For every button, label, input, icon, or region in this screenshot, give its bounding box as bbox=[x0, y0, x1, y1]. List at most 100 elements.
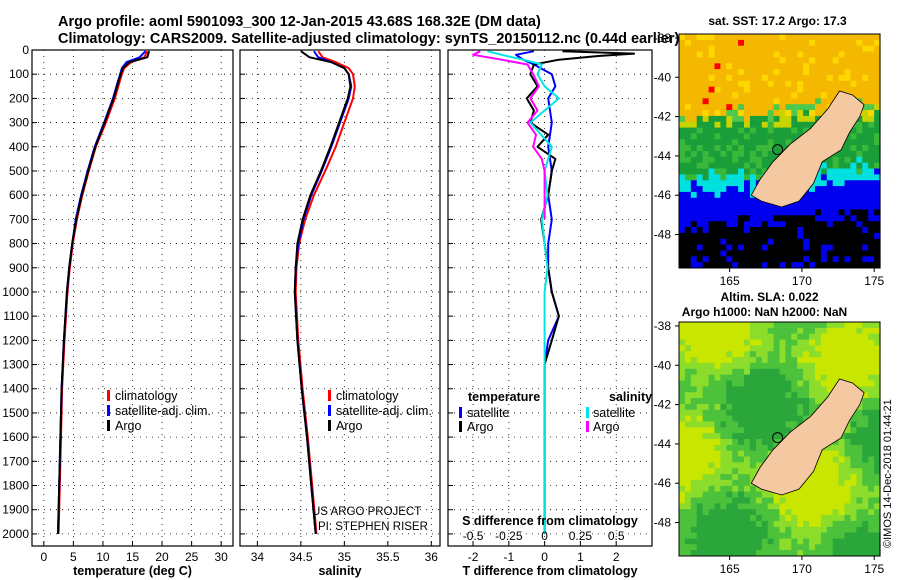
map-cell bbox=[767, 244, 775, 251]
map-cell bbox=[761, 262, 769, 269]
map-cell bbox=[868, 333, 875, 341]
map-cell bbox=[749, 327, 757, 335]
series-line-argo bbox=[525, 50, 636, 534]
y-tick-label: -38 bbox=[654, 31, 672, 45]
map-cell bbox=[838, 221, 846, 228]
map-cell bbox=[679, 256, 686, 263]
legend-swatch bbox=[107, 420, 110, 431]
map-cell bbox=[844, 351, 851, 358]
map-cell bbox=[720, 127, 727, 134]
map-cell bbox=[773, 92, 781, 99]
map-cell bbox=[732, 51, 739, 58]
map-cell bbox=[732, 380, 739, 387]
map-cell bbox=[862, 168, 869, 175]
map-cell bbox=[767, 415, 775, 422]
map-cell bbox=[708, 221, 716, 228]
map-cell bbox=[844, 244, 851, 251]
map-cell bbox=[702, 86, 710, 94]
map-cell bbox=[679, 474, 686, 481]
map-cell bbox=[868, 433, 875, 440]
map-cell bbox=[826, 168, 834, 175]
map-cell bbox=[702, 468, 710, 475]
map-cell bbox=[838, 191, 846, 199]
map-cell bbox=[773, 133, 781, 140]
map-cell bbox=[815, 515, 822, 522]
map-cell bbox=[755, 532, 763, 539]
x-tick-label: 10 bbox=[96, 550, 110, 564]
map-cell bbox=[738, 133, 745, 140]
map-cell bbox=[749, 238, 757, 246]
map-cell bbox=[803, 415, 810, 422]
map-cell bbox=[791, 374, 798, 381]
map-cell bbox=[702, 421, 710, 428]
map-cell bbox=[797, 509, 804, 516]
map-cell bbox=[702, 74, 710, 82]
y-tick-label: 300 bbox=[9, 116, 29, 130]
map-cell bbox=[755, 156, 763, 164]
map-cell bbox=[708, 180, 716, 187]
map-cell bbox=[755, 110, 763, 117]
map-cell bbox=[862, 485, 869, 493]
map-cell bbox=[749, 104, 757, 111]
map-cell bbox=[720, 427, 727, 434]
map-cell bbox=[838, 250, 846, 257]
map-cell bbox=[832, 151, 840, 158]
map-cell bbox=[696, 515, 704, 522]
map-cell bbox=[679, 57, 686, 64]
map-cell bbox=[832, 550, 840, 557]
map-cell bbox=[684, 497, 692, 504]
map-cell bbox=[773, 262, 781, 269]
map-cell bbox=[791, 550, 798, 557]
map-cell bbox=[744, 203, 751, 210]
map-cell bbox=[862, 174, 869, 181]
map-cell bbox=[868, 191, 875, 199]
map-cell bbox=[708, 39, 716, 47]
map-cell bbox=[690, 409, 698, 417]
map-cell bbox=[785, 86, 792, 94]
map-cell bbox=[726, 121, 733, 129]
map-cell bbox=[708, 544, 716, 551]
map-cell bbox=[684, 322, 692, 329]
map-cell bbox=[702, 127, 710, 134]
map-cell bbox=[874, 39, 881, 47]
map-cell bbox=[832, 357, 840, 364]
map-cell bbox=[732, 444, 739, 452]
map-cell bbox=[791, 133, 798, 140]
map-cell bbox=[803, 333, 810, 341]
map-cell bbox=[679, 104, 686, 111]
map-cell bbox=[803, 520, 810, 528]
map-cell bbox=[744, 115, 751, 123]
map-cell bbox=[856, 86, 863, 94]
map-cell bbox=[779, 392, 786, 399]
map-cell bbox=[696, 351, 704, 358]
map-cell bbox=[761, 34, 769, 41]
x-tick-label: 2 bbox=[613, 550, 620, 564]
map-cell bbox=[797, 380, 804, 387]
map-cell bbox=[832, 34, 840, 41]
map-cell bbox=[714, 156, 721, 164]
map-cell bbox=[749, 450, 757, 458]
map-cell bbox=[732, 345, 739, 352]
map-cell bbox=[702, 345, 710, 352]
map-cell bbox=[684, 244, 692, 251]
map-cell bbox=[862, 156, 869, 164]
map-cell bbox=[761, 368, 769, 376]
map-cell bbox=[874, 491, 881, 498]
map-cell bbox=[850, 74, 857, 82]
map-cell bbox=[696, 121, 704, 129]
map-cell bbox=[714, 197, 721, 205]
map-cell bbox=[868, 232, 875, 240]
map-cell bbox=[761, 250, 769, 257]
map-cell bbox=[797, 39, 804, 47]
map-cell bbox=[755, 34, 763, 41]
map-cell bbox=[874, 386, 881, 393]
map-cell bbox=[738, 80, 745, 88]
map-cell bbox=[679, 532, 686, 539]
map-cell bbox=[702, 174, 710, 181]
map-cell bbox=[850, 520, 857, 528]
map-cell bbox=[874, 221, 881, 228]
map-cell bbox=[773, 362, 781, 370]
map-cell bbox=[874, 474, 881, 481]
map-cell bbox=[832, 503, 840, 510]
map-cell bbox=[714, 162, 721, 170]
